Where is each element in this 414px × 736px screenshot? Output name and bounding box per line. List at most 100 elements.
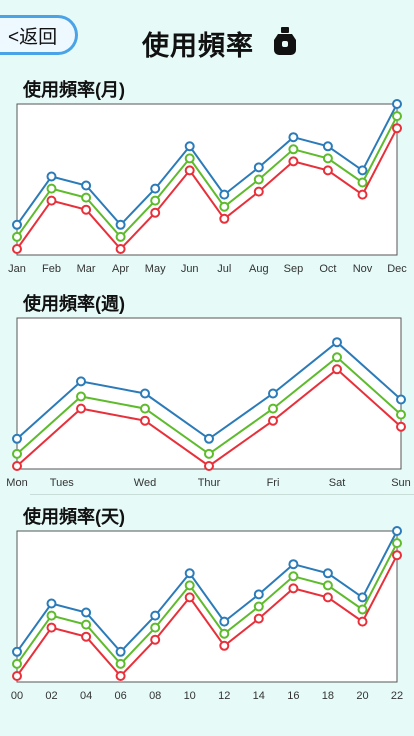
chart-week: Mon Tues Wed Thur Fri Sat Sun (6, 317, 411, 489)
series-line-2 (16, 542, 398, 666)
data-point (12, 448, 22, 459)
data-point (219, 201, 230, 212)
x-tick-label: Feb (42, 263, 61, 275)
x-tick-label: 06 (114, 690, 126, 702)
chart-month: Jan Feb Mar Apr May Jun Jul Aug Sep Oct Nov Dec (8, 99, 407, 275)
x-tick-label: Nov (353, 263, 373, 275)
data-point (332, 337, 342, 348)
data-point (392, 123, 402, 134)
data-point (204, 433, 214, 444)
data-point (204, 461, 214, 471)
x-tick-label: 02 (45, 690, 57, 702)
x-tick-label: Wed (134, 477, 156, 489)
chart-title-month: 使用頻率(月) (23, 80, 125, 100)
data-point (46, 610, 57, 621)
x-tick-label: Mon (6, 477, 27, 489)
data-point (332, 352, 342, 363)
plot-area (16, 317, 402, 470)
series-line-2 (16, 115, 398, 239)
page-title: 使用頻率 (142, 31, 254, 61)
x-tick-label: 08 (149, 690, 161, 702)
data-point (357, 604, 368, 615)
data-point (253, 589, 264, 600)
series-line-3 (16, 554, 398, 678)
data-point (219, 616, 230, 627)
data-point (219, 213, 230, 224)
data-point (322, 141, 333, 152)
data-point (184, 153, 195, 164)
jar-icon (274, 27, 296, 55)
x-tick-label: 20 (356, 690, 368, 702)
data-point (150, 207, 161, 218)
data-point (322, 568, 333, 579)
data-point (392, 111, 402, 122)
data-point (253, 186, 264, 197)
data-point (115, 671, 126, 681)
x-tick-label: 10 (184, 690, 196, 702)
data-point (357, 189, 368, 200)
x-tick-label: May (145, 263, 166, 275)
x-tick-label: Sun (391, 477, 411, 489)
data-point (219, 640, 230, 651)
data-point (184, 141, 195, 152)
data-point (357, 177, 368, 188)
data-point (392, 550, 402, 561)
data-point (253, 162, 264, 173)
data-point (204, 448, 214, 459)
data-point (392, 99, 402, 109)
data-point (253, 613, 264, 624)
x-tick-label: 22 (391, 690, 403, 702)
plot-area (16, 530, 398, 683)
data-point (288, 156, 299, 167)
chart-title-week: 使用頻率(週) (23, 294, 125, 314)
data-point (12, 219, 22, 230)
data-point (253, 601, 264, 612)
data-point (76, 403, 86, 414)
x-tick-label: 14 (253, 690, 265, 702)
x-tick-label: 04 (80, 690, 92, 702)
data-point (115, 219, 126, 230)
data-point (150, 622, 161, 633)
data-point (396, 394, 406, 405)
x-tick-label: Sat (329, 477, 346, 489)
x-tick-label: Jan (8, 263, 26, 275)
back-button[interactable]: <返回 (0, 15, 78, 55)
chart-title-day: 使用頻率(天) (23, 507, 125, 527)
x-tick-label: Aug (249, 263, 269, 275)
data-point (184, 580, 195, 591)
data-point (150, 195, 161, 206)
data-point (288, 559, 299, 570)
data-point (396, 421, 406, 432)
data-point (219, 189, 230, 200)
x-tick-label: 18 (322, 690, 334, 702)
x-tick-label: 16 (287, 690, 299, 702)
x-tick-label: Sep (284, 263, 304, 275)
data-point (253, 174, 264, 185)
divider (30, 494, 414, 495)
data-point (81, 631, 92, 642)
data-point (12, 671, 22, 681)
data-point (81, 619, 92, 630)
data-point (140, 388, 150, 399)
data-point (115, 244, 126, 254)
x-tick-label: 12 (218, 690, 230, 702)
data-point (46, 171, 57, 182)
series-line-1 (16, 530, 398, 654)
x-tick-label: Oct (319, 263, 336, 275)
data-point (46, 183, 57, 194)
data-point (46, 598, 57, 609)
data-point (150, 610, 161, 621)
data-point (81, 204, 92, 215)
data-point (12, 658, 22, 669)
data-point (392, 526, 402, 536)
data-point (81, 607, 92, 618)
data-point (268, 415, 278, 426)
data-point (357, 616, 368, 627)
data-point (357, 592, 368, 603)
data-point (268, 388, 278, 399)
data-point (392, 538, 402, 549)
data-point (12, 461, 22, 471)
data-point (288, 571, 299, 582)
data-point (115, 646, 126, 657)
x-tick-label: Jun (181, 263, 199, 275)
